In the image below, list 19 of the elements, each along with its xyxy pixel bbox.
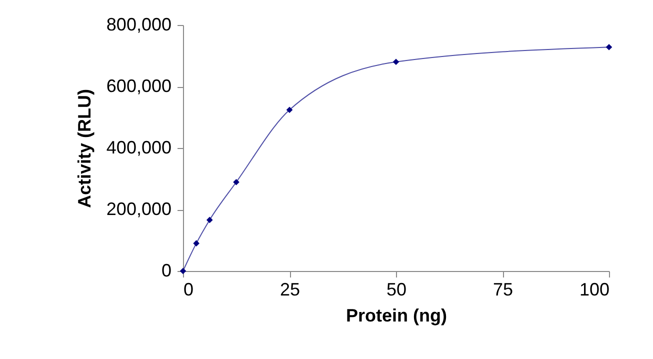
y-axis-title: Activity (RLU) bbox=[74, 88, 94, 208]
point bbox=[180, 268, 186, 274]
x-tick-label: 0 bbox=[184, 280, 194, 300]
point bbox=[606, 44, 612, 50]
y-tick-label: 400,000 bbox=[106, 138, 172, 158]
point bbox=[206, 216, 213, 224]
x-axis-title: Protein (ng) bbox=[346, 306, 447, 326]
x-tick-label: 25 bbox=[280, 280, 300, 300]
point bbox=[193, 240, 200, 246]
point bbox=[233, 178, 240, 186]
point bbox=[392, 58, 400, 66]
y-tick-label: 0 bbox=[161, 260, 172, 280]
point bbox=[286, 106, 293, 114]
x-tick-label: 50 bbox=[386, 280, 407, 300]
y-tick-label: 200,000 bbox=[106, 199, 172, 219]
y-tick-label: 600,000 bbox=[106, 76, 172, 96]
x-tick-label: 100 bbox=[579, 280, 610, 300]
y-tick-label: 800,000 bbox=[106, 14, 172, 34]
x-tick-label: 75 bbox=[492, 280, 514, 300]
